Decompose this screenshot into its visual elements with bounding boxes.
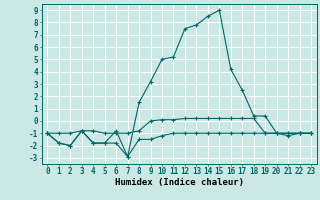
X-axis label: Humidex (Indice chaleur): Humidex (Indice chaleur) <box>115 178 244 187</box>
